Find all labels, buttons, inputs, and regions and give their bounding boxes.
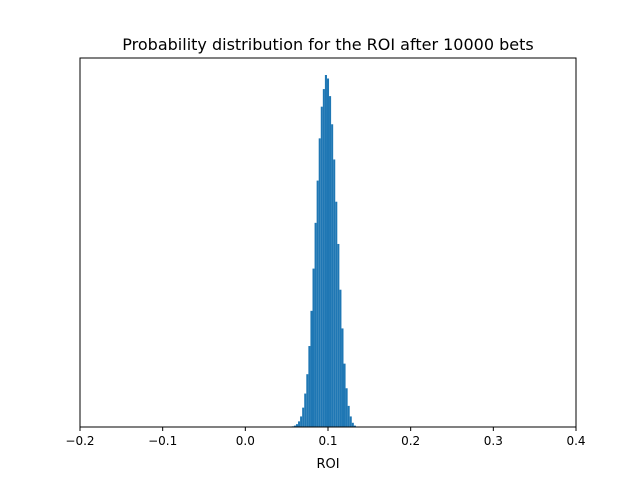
histogram-bar	[308, 346, 311, 427]
histogram-bar	[304, 393, 307, 427]
x-tick-label: −0.1	[148, 434, 177, 448]
x-axis-label: ROI	[316, 457, 339, 472]
histogram-bar	[335, 201, 338, 427]
histogram-bar	[343, 363, 346, 427]
histogram-bar	[331, 124, 334, 427]
x-tick-label: −0.2	[65, 434, 94, 448]
histogram-bar	[312, 268, 315, 427]
x-tick-label: 0.3	[484, 434, 503, 448]
histogram-bar	[329, 96, 332, 428]
histogram-bar	[351, 422, 354, 427]
histogram-bar	[302, 407, 305, 427]
x-axis: −0.2 −0.1 0.0 0.1 0.2 0.3 0.4	[65, 427, 586, 448]
chart-title: Probability distribution for the ROI aft…	[122, 35, 533, 54]
histogram-bar	[322, 89, 325, 427]
histogram-bar	[293, 425, 296, 427]
histogram-bar	[310, 310, 313, 427]
x-tick-label: 0.1	[318, 434, 337, 448]
histogram-bar	[345, 388, 348, 427]
x-tick-label: 0.4	[566, 434, 585, 448]
histogram-bars	[291, 75, 356, 428]
histogram-bar	[314, 222, 317, 427]
histogram-bar	[300, 416, 303, 427]
histogram-bar	[341, 328, 344, 427]
histogram-bar	[353, 425, 356, 427]
histogram-bar	[306, 374, 309, 427]
x-tick-label: 0.0	[236, 434, 255, 448]
histogram-bar	[318, 138, 321, 428]
x-tick-label: 0.2	[401, 434, 420, 448]
histogram-bar	[347, 405, 350, 427]
histogram-bar	[324, 75, 327, 427]
histogram-bar	[316, 180, 319, 427]
plot-frame	[79, 57, 577, 428]
histogram-bar	[339, 289, 342, 427]
histogram-bar	[295, 424, 299, 427]
histogram-bar	[320, 106, 323, 428]
histogram-bar	[337, 243, 340, 427]
histogram-bar	[333, 159, 336, 428]
histogram-bar	[326, 78, 330, 428]
histogram-bar	[349, 416, 352, 427]
histogram-bar	[298, 421, 301, 427]
